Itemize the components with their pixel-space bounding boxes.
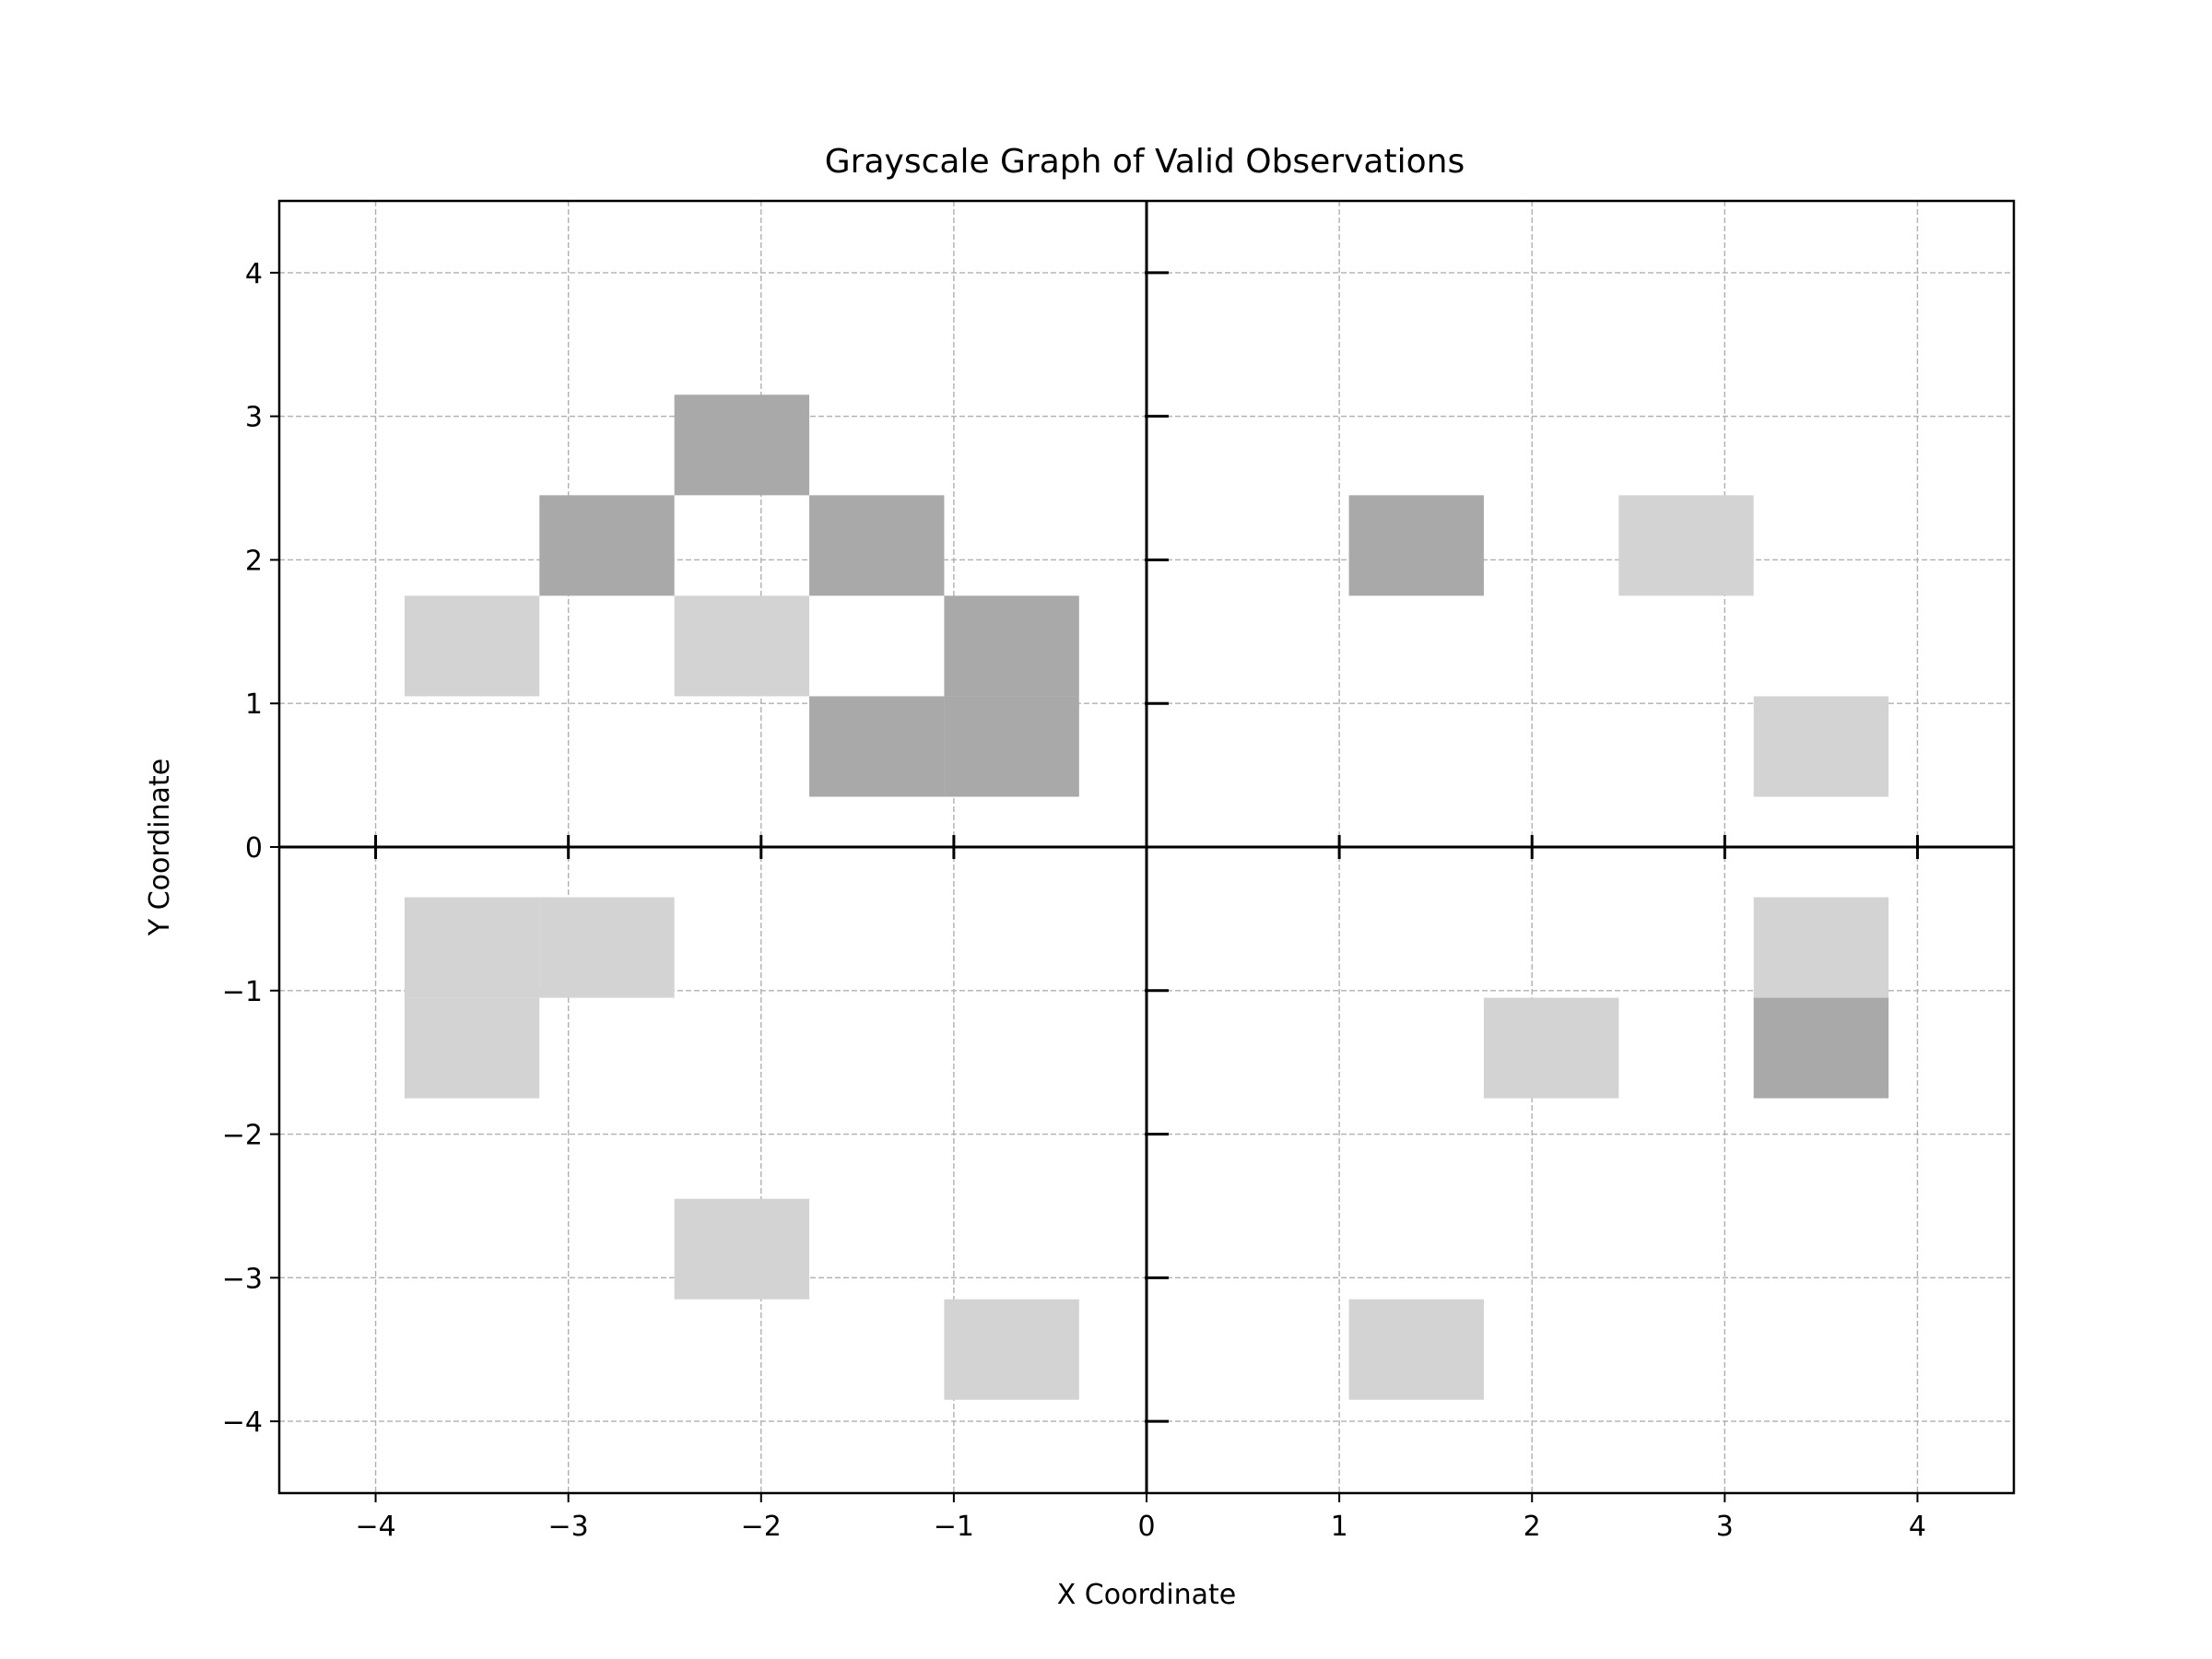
- heatmap-cell: [404, 997, 540, 1099]
- heatmap-cell: [539, 495, 675, 596]
- heatmap-cell: [944, 1299, 1079, 1400]
- x-axis: −4 −3 −2 −1 0 1 2 3 4: [355, 1493, 1926, 1543]
- y-tick-label: 4: [245, 258, 263, 290]
- x-tick-label: 3: [1716, 1511, 1734, 1543]
- heatmap-cell: [1753, 897, 1889, 998]
- heatmap-cell: [1753, 696, 1889, 797]
- x-tick-label: 0: [1137, 1511, 1155, 1543]
- x-tick-label: −3: [548, 1511, 589, 1543]
- heatmap-cell: [1753, 997, 1889, 1099]
- heatmap-cell: [809, 495, 945, 596]
- x-tick-label: −1: [934, 1511, 974, 1543]
- y-tick-label: −1: [222, 976, 263, 1008]
- y-axis-label: Y Coordinate: [144, 759, 176, 936]
- y-tick-label: 0: [245, 832, 263, 865]
- heatmap-cell: [1348, 1299, 1484, 1400]
- y-tick-label: −4: [222, 1406, 263, 1439]
- heatmap-cell: [674, 1198, 810, 1300]
- heatmap-cell: [809, 696, 945, 797]
- heatmap-cell: [944, 595, 1079, 697]
- x-axis-label: X Coordinate: [1057, 1579, 1237, 1611]
- heatmap-cell: [944, 696, 1079, 797]
- heatmap-cell: [674, 394, 810, 496]
- heatmap-cell: [1618, 495, 1754, 596]
- heatmap-cell: [674, 595, 810, 697]
- y-tick-label: −2: [222, 1120, 263, 1152]
- heatmap-cell: [1483, 997, 1619, 1099]
- x-tick-label: −2: [741, 1511, 782, 1543]
- heatmap-cell: [404, 897, 540, 998]
- y-tick-label: 2: [245, 545, 263, 577]
- heatmap-cell: [539, 897, 675, 998]
- x-tick-label: −4: [355, 1511, 395, 1543]
- y-axis: −4 −3 −2 −1 0 1 2 3 4: [222, 258, 279, 1439]
- x-tick-label: 1: [1331, 1511, 1348, 1543]
- y-tick-label: 1: [245, 688, 263, 721]
- chart-title: Grayscale Graph of Valid Observations: [825, 143, 1465, 181]
- plot-frame: [277, 199, 2016, 1495]
- y-tick-label: 3: [245, 402, 263, 434]
- cells: [404, 394, 1889, 1400]
- y-tick-label: −3: [222, 1263, 263, 1295]
- heatmap-cell: [1348, 495, 1484, 596]
- heatmap-cell: [404, 595, 540, 697]
- x-tick-label: 4: [1909, 1511, 1926, 1543]
- center-axes: [279, 201, 2014, 1493]
- x-tick-label: 2: [1524, 1511, 1541, 1543]
